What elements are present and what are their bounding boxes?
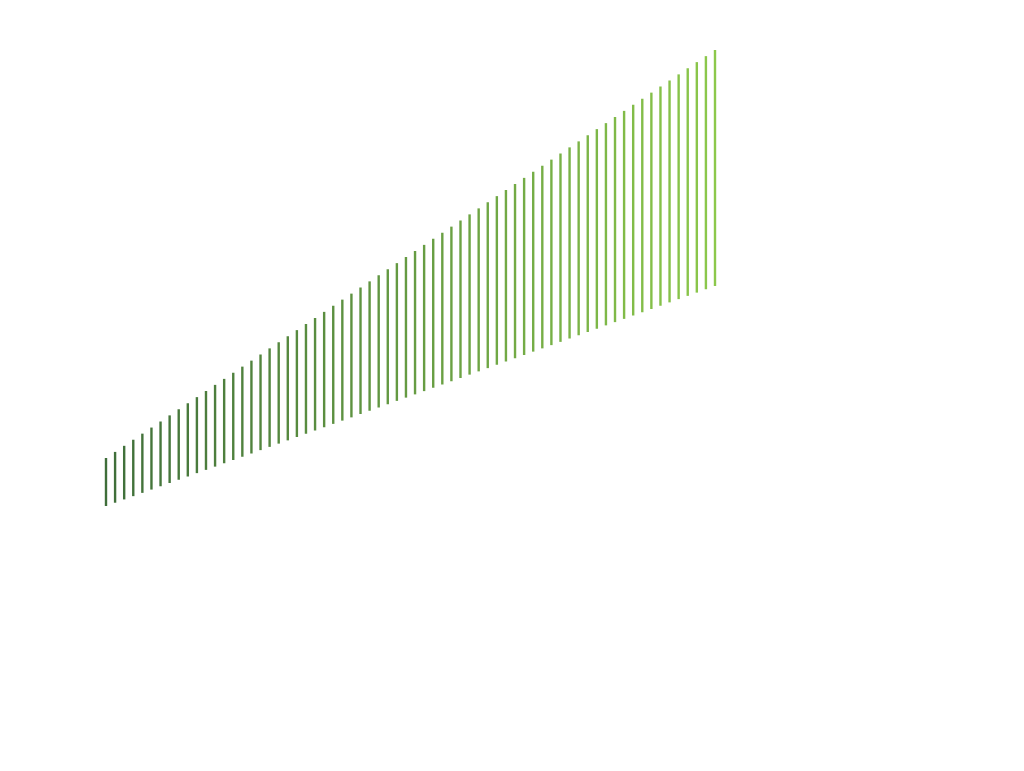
stripe-group [104,50,717,506]
